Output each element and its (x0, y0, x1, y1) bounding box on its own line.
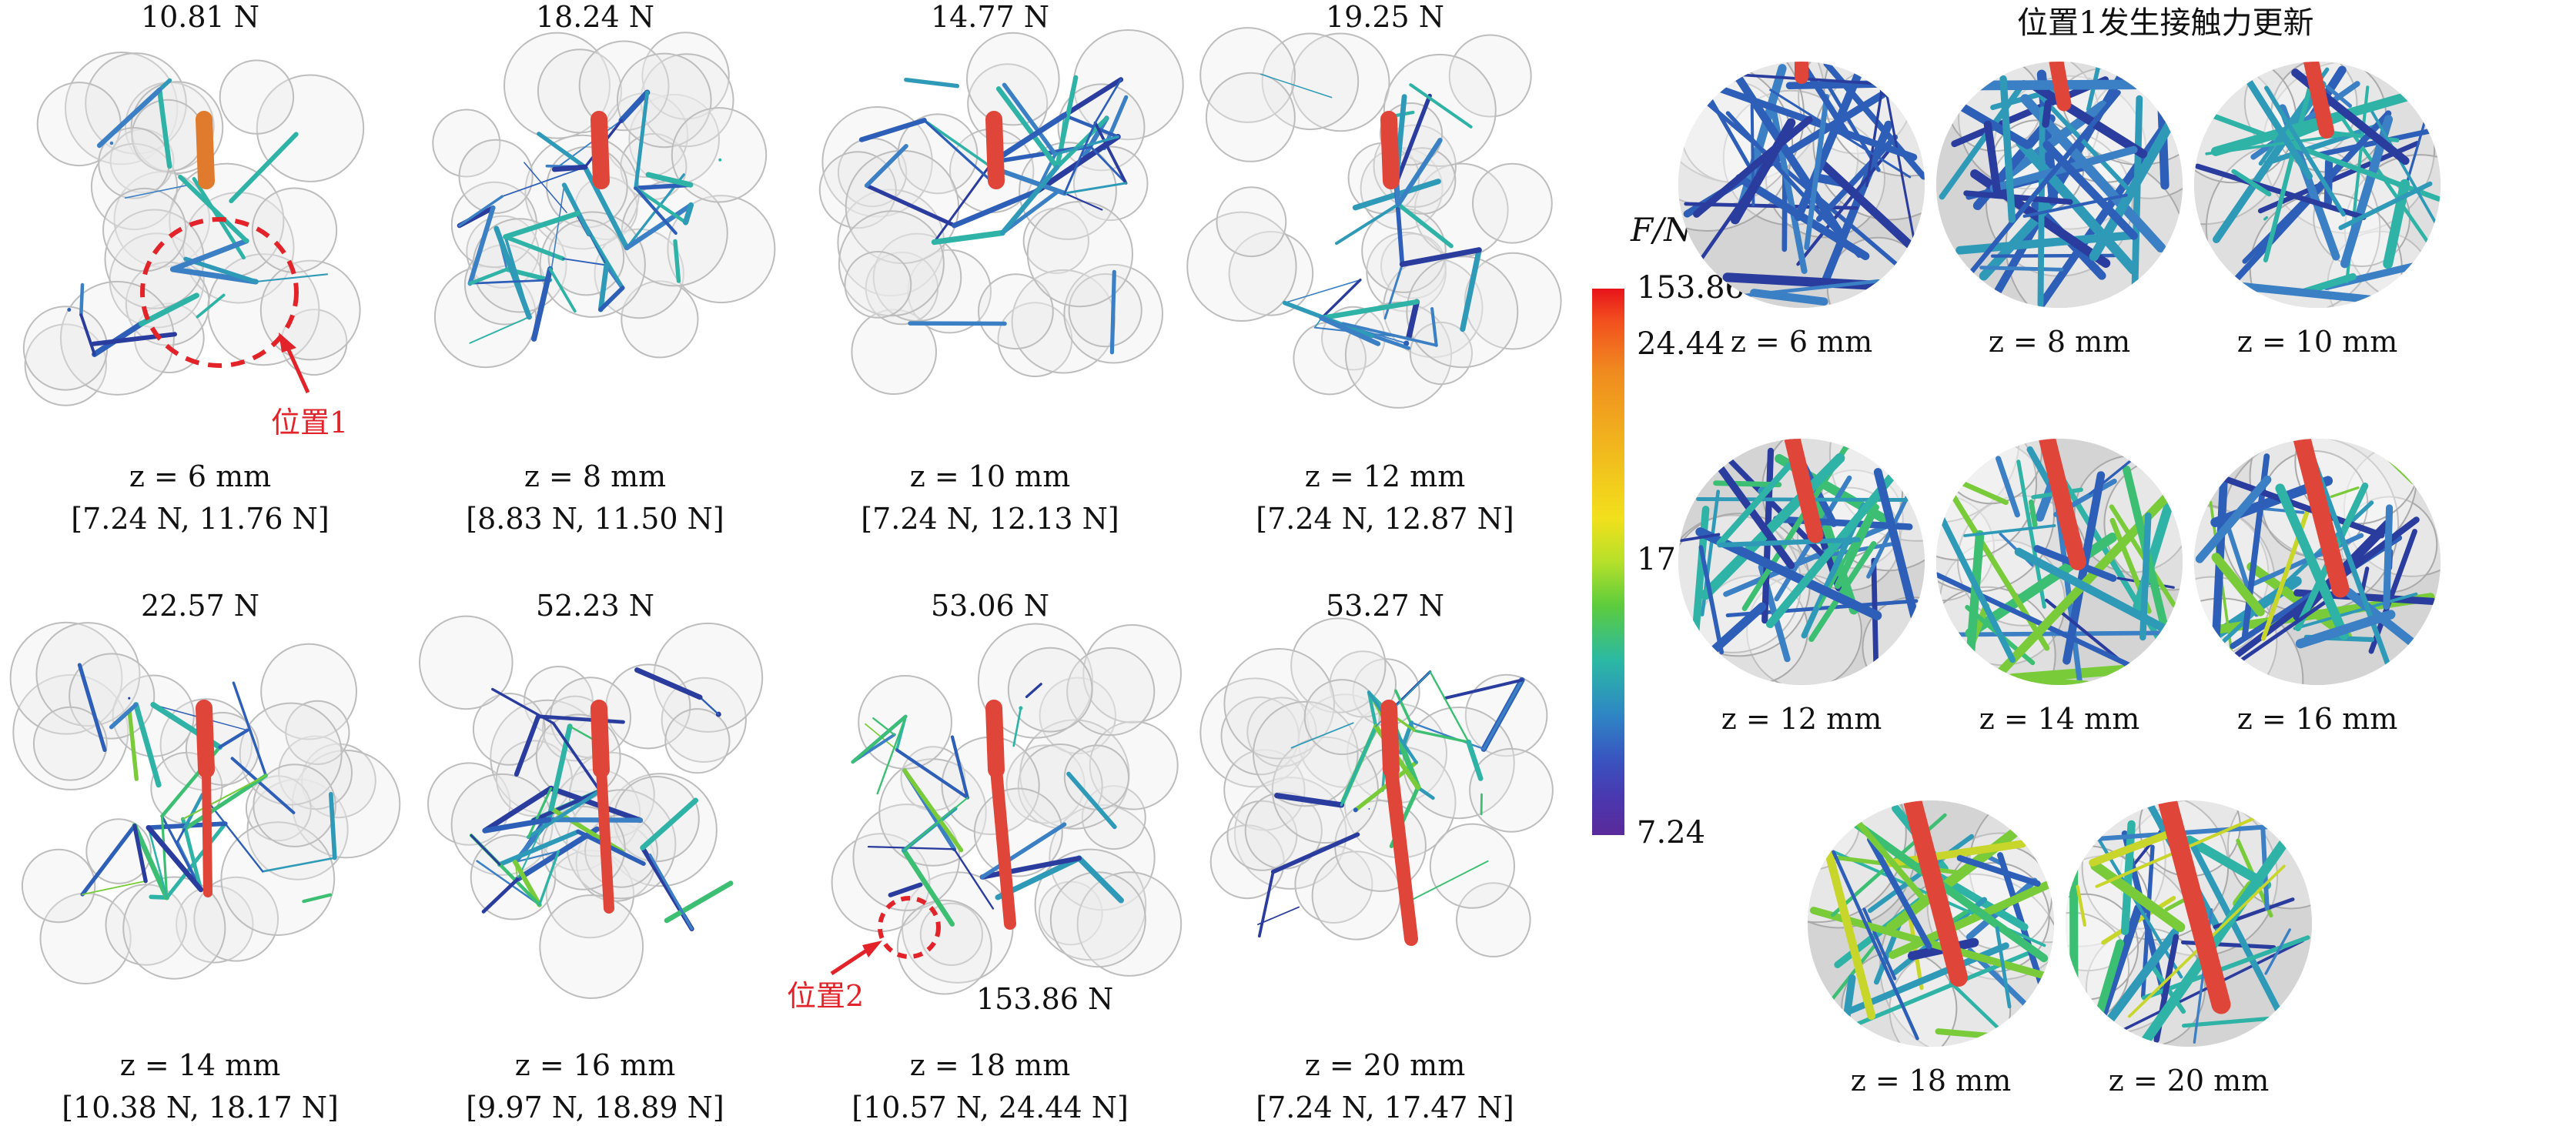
network-graphic (31, 50, 370, 389)
zoom-graphic (2194, 62, 2441, 308)
zoom-label-2: z = 8 mm (1936, 323, 2183, 360)
panel-3-force: 14.77 N (913, 0, 1067, 35)
panel-5-z: z = 14 mm (46, 1047, 354, 1084)
network-graphic (426, 639, 764, 977)
force-network-panel-4 (1216, 50, 1554, 389)
panel-8-force: 53.27 N (1308, 587, 1462, 624)
panel-6-range: [9.97 N, 18.89 N] (395, 1089, 795, 1126)
zoom-graphic (1936, 439, 2183, 685)
panel-6-force: 52.23 N (518, 587, 672, 624)
force-network-panel-1 (31, 50, 370, 389)
zoom-graphic (1678, 62, 1925, 308)
right-panel-title: 位置1发生接触力更新 (2017, 5, 2313, 42)
panel-4-range: [7.24 N, 12.87 N] (1185, 500, 1585, 537)
zoom-circle-7 (1808, 800, 2054, 1047)
panel-7-force: 53.06 N (913, 587, 1067, 624)
network-graphic (31, 639, 370, 977)
zoom-graphic (2066, 800, 2312, 1047)
panel-4-force: 19.25 N (1308, 0, 1462, 35)
panel-8-range: [7.24 N, 17.47 N] (1185, 1089, 1585, 1126)
panel-1-force: 10.81 N (123, 0, 277, 35)
panel-2-range: [8.83 N, 11.50 N] (395, 500, 795, 537)
zoom-label-6: z = 16 mm (2194, 700, 2441, 737)
panel-7-z: z = 18 mm (836, 1047, 1144, 1084)
force-network-panel-6 (426, 639, 764, 977)
panel-7-range: [10.57 N, 24.44 N] (790, 1089, 1190, 1126)
zoom-graphic (1936, 62, 2183, 308)
panel-3-z: z = 10 mm (836, 458, 1144, 495)
zoom-label-3: z = 10 mm (2194, 323, 2441, 360)
zoom-circle-4 (1678, 439, 1925, 685)
zoom-label-1: z = 6 mm (1678, 323, 1925, 360)
panel-8-z: z = 20 mm (1231, 1047, 1539, 1084)
zoom-graphic (1678, 439, 1925, 685)
panel-3-range: [7.24 N, 12.13 N] (790, 500, 1190, 537)
panel-2-force: 18.24 N (518, 0, 672, 35)
network-graphic (821, 50, 1159, 389)
zoom-label-8: z = 20 mm (2066, 1062, 2312, 1099)
zoom-circle-8 (2066, 800, 2312, 1047)
force-network-panel-7 (821, 639, 1159, 977)
force-network-panel-2 (426, 50, 764, 389)
network-graphic (1216, 639, 1554, 977)
network-graphic (1216, 50, 1554, 389)
force-network-panel-5 (31, 639, 370, 977)
zoom-circle-3 (2194, 62, 2441, 308)
zoom-label-7: z = 18 mm (1808, 1062, 2054, 1099)
force-network-panel-3 (821, 50, 1159, 389)
panel-6-z: z = 16 mm (441, 1047, 749, 1084)
position2-label: 位置2 (787, 977, 864, 1014)
panel-1-z: z = 6 mm (46, 458, 354, 495)
panel-5-range: [10.38 N, 18.17 N] (0, 1089, 400, 1126)
force-network-panel-8 (1216, 639, 1554, 977)
position1-label: 位置1 (271, 404, 348, 441)
colorbar-tick-min: 7.24 (1637, 816, 1705, 850)
zoom-label-5: z = 14 mm (1936, 700, 2183, 737)
zoom-circle-5 (1936, 439, 2183, 685)
zoom-label-4: z = 12 mm (1678, 700, 1925, 737)
network-graphic (426, 50, 764, 389)
zoom-graphic (2194, 439, 2441, 685)
network-graphic (821, 639, 1159, 977)
max-force-label: 153.86 N (976, 981, 1113, 1017)
panel-2-z: z = 8 mm (441, 458, 749, 495)
panel-1-range: [7.24 N, 11.76 N] (0, 500, 400, 537)
zoom-circle-2 (1936, 62, 2183, 308)
zoom-circle-6 (2194, 439, 2441, 685)
panel-4-z: z = 12 mm (1231, 458, 1539, 495)
panel-5-force: 22.57 N (123, 587, 277, 624)
zoom-graphic (1808, 800, 2054, 1047)
colorbar (1592, 289, 1624, 835)
zoom-circle-1 (1678, 62, 1925, 308)
